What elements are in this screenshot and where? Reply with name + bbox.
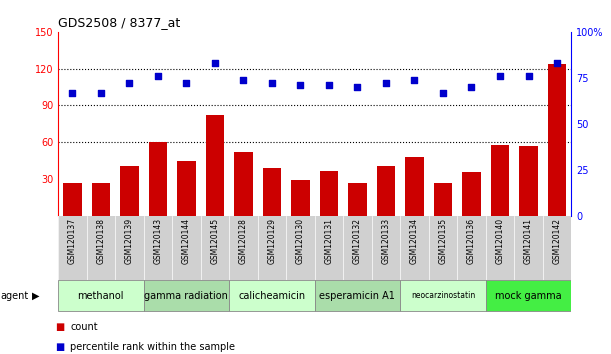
Bar <box>120 166 139 216</box>
Point <box>353 84 362 90</box>
Bar <box>463 172 481 216</box>
Text: GSM120142: GSM120142 <box>552 218 562 264</box>
Bar <box>206 115 224 216</box>
Point <box>96 90 106 96</box>
Bar <box>405 157 424 216</box>
Point <box>409 77 419 82</box>
Point <box>267 81 277 86</box>
Text: mock gamma: mock gamma <box>495 291 562 301</box>
Point <box>381 81 391 86</box>
Point <box>495 73 505 79</box>
Bar <box>320 171 338 216</box>
Bar <box>400 280 486 311</box>
Bar <box>234 152 253 216</box>
Text: GSM120139: GSM120139 <box>125 218 134 264</box>
Bar <box>491 145 510 216</box>
Bar <box>291 180 310 216</box>
Text: GSM120129: GSM120129 <box>268 218 276 264</box>
Text: GSM120136: GSM120136 <box>467 218 476 264</box>
Text: ▶: ▶ <box>32 291 39 301</box>
Bar <box>92 183 110 216</box>
Text: calicheamicin: calicheamicin <box>238 291 306 301</box>
Text: GSM120135: GSM120135 <box>439 218 447 264</box>
Point <box>467 84 477 90</box>
Point <box>125 81 134 86</box>
Text: ■: ■ <box>55 322 64 332</box>
Text: GSM120137: GSM120137 <box>68 218 77 264</box>
Text: methanol: methanol <box>78 291 124 301</box>
Point <box>181 81 191 86</box>
Text: GSM120130: GSM120130 <box>296 218 305 264</box>
Point <box>210 60 220 66</box>
Text: GSM120140: GSM120140 <box>496 218 505 264</box>
Point <box>438 90 448 96</box>
Bar <box>548 64 566 216</box>
Text: gamma radiation: gamma radiation <box>144 291 229 301</box>
Text: GSM120145: GSM120145 <box>210 218 219 264</box>
Bar <box>177 161 196 216</box>
Text: GSM120143: GSM120143 <box>153 218 163 264</box>
Text: GSM120128: GSM120128 <box>239 218 248 264</box>
Bar <box>434 183 452 216</box>
Text: GSM120138: GSM120138 <box>97 218 105 264</box>
Bar <box>63 183 82 216</box>
Bar <box>148 142 167 216</box>
Text: GSM120133: GSM120133 <box>381 218 390 264</box>
Bar <box>519 146 538 216</box>
Text: GSM120141: GSM120141 <box>524 218 533 264</box>
Text: GSM120131: GSM120131 <box>324 218 334 264</box>
Bar <box>377 166 395 216</box>
Text: ■: ■ <box>55 342 64 352</box>
Point <box>324 82 334 88</box>
Bar <box>315 280 400 311</box>
Point <box>552 60 562 66</box>
Bar <box>229 280 315 311</box>
Text: GSM120132: GSM120132 <box>353 218 362 264</box>
Point <box>296 82 306 88</box>
Bar <box>348 183 367 216</box>
Point <box>524 73 533 79</box>
Point <box>67 90 77 96</box>
Text: neocarzinostatin: neocarzinostatin <box>411 291 475 300</box>
Text: GSM120134: GSM120134 <box>410 218 419 264</box>
Text: percentile rank within the sample: percentile rank within the sample <box>70 342 235 352</box>
Text: GSM120144: GSM120144 <box>182 218 191 264</box>
Point <box>238 77 248 82</box>
Text: agent: agent <box>1 291 29 301</box>
Text: esperamicin A1: esperamicin A1 <box>320 291 395 301</box>
Bar <box>144 280 229 311</box>
Text: count: count <box>70 322 98 332</box>
Bar <box>58 280 144 311</box>
Bar <box>263 168 281 216</box>
Bar <box>486 280 571 311</box>
Text: GDS2508 / 8377_at: GDS2508 / 8377_at <box>58 16 180 29</box>
Point <box>153 73 163 79</box>
